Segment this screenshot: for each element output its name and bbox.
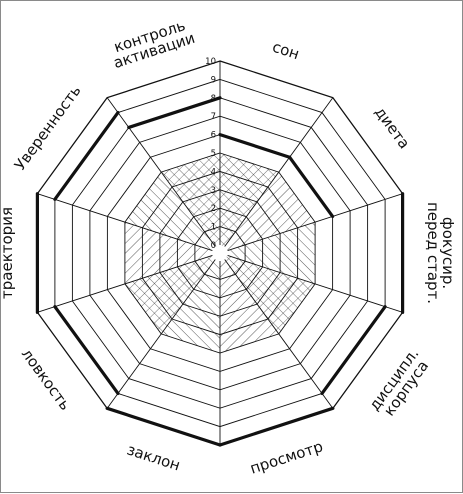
sector-divider [227, 255, 403, 313]
sector-divider [227, 193, 403, 251]
sector-label-line: просмотр [248, 437, 325, 477]
sector-divider [224, 259, 334, 409]
scale-tick-label: 8 [211, 94, 216, 104]
scale-tick-label: 10 [205, 57, 216, 67]
score-mark [105, 406, 222, 447]
score-mark [287, 155, 335, 219]
score-outlines [35, 96, 405, 447]
sector-label: сон [270, 38, 301, 64]
sector-label-line: Уверенность [11, 82, 85, 174]
sector-label: фокусир.перед старт. [424, 202, 457, 304]
sector-label-line: сон [270, 38, 301, 64]
sector-divider [224, 97, 334, 247]
sector-label-line: ловкость [18, 345, 75, 414]
sector-label: заклон [125, 440, 183, 474]
sector-divider [106, 259, 216, 409]
sector-label: ловкость [18, 345, 75, 414]
score-mark [320, 305, 387, 396]
score-mark [218, 406, 335, 447]
sector-label: Уверенность [11, 82, 85, 174]
sector-divider [37, 193, 213, 251]
sector-dividers [37, 61, 403, 445]
score-mark [53, 305, 120, 396]
sector-label-line: заклон [125, 440, 183, 474]
sector-fill [124, 222, 213, 284]
sector-label-line: фокусир. [439, 217, 457, 289]
sector-label-line: траектория [1, 207, 16, 299]
score-mark [218, 133, 292, 159]
sector-divider [37, 255, 213, 313]
sector-label: диета [371, 103, 413, 152]
sector-label: траектория [1, 207, 16, 299]
score-mark [127, 96, 222, 130]
sector-label-line: перед старт. [424, 202, 442, 304]
scale-tick-label: 6 [211, 131, 216, 141]
scale-tick-label: 4 [211, 167, 216, 177]
scale-tick-label: 3 [211, 186, 216, 196]
score-mark [53, 110, 120, 201]
scale-tick-label: 9 [211, 75, 216, 85]
scale-tick-label: 7 [211, 112, 216, 122]
scale-tick-label: 2 [211, 204, 216, 214]
sector-divider [106, 97, 216, 247]
scale-tick-label: 5 [211, 149, 216, 159]
sector-fill [227, 222, 316, 284]
sector-label: просмотр [248, 437, 325, 477]
sector-label: дисципл.корпуса [365, 345, 432, 420]
scale-tick-label: 0 [211, 241, 216, 251]
sector-label-line: диета [371, 103, 413, 152]
scale-ticks: 0 1 2 3 4 5 6 7 8 9 10 [205, 57, 216, 251]
scale-tick-label: 1 [211, 223, 216, 233]
